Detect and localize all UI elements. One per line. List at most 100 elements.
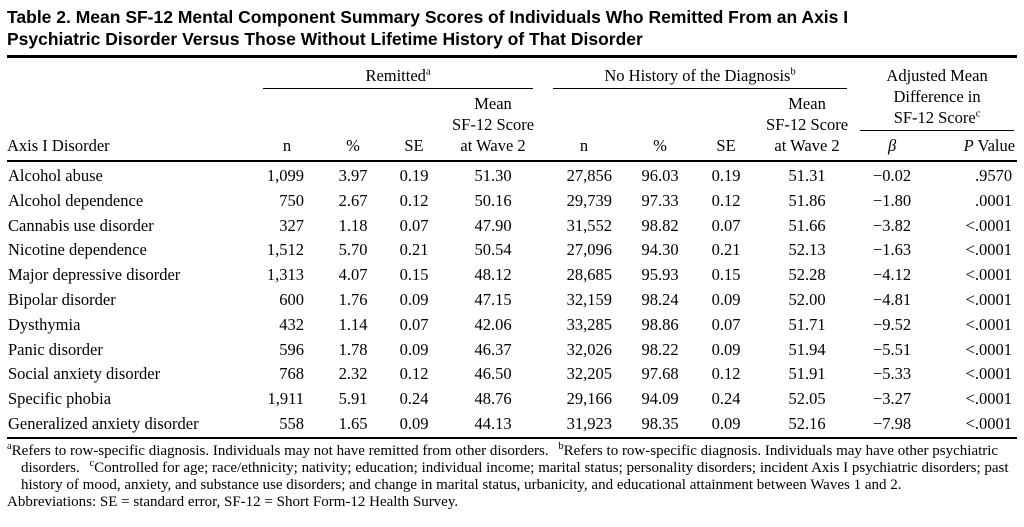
table-row: Alcohol dependence 750 2.67 0.12 50.16 29,739… [7, 189, 1017, 214]
table-row: Alcohol abuse 1,099 3.97 0.19 51.30 27,856 96.… [7, 161, 1017, 189]
cell-r_pct: 2.32 [338, 364, 368, 384]
cell-r_mean: 44.13 [474, 413, 512, 433]
cell-nh_pct: 95.93 [641, 265, 679, 285]
cell-nh_n: 32,026 [566, 339, 613, 359]
cell-nh_se: 0.15 [711, 265, 741, 285]
table-row: Cannabis use disorder 327 1.18 0.07 47.90 31,… [7, 214, 1017, 239]
disorder-name: Specific phobia [8, 389, 112, 409]
cell-r_n: 1,512 [266, 240, 304, 260]
cell-nh_n: 33,285 [566, 314, 613, 334]
column-group-remitted: Remitteda [253, 58, 543, 93]
cell-nh_mean: 51.66 [788, 215, 826, 235]
cell-beta: −3.82 [872, 215, 912, 235]
table-row: Dysthymia 432 1.14 0.07 42.06 33,285 98.86 0.07… [7, 313, 1017, 338]
cell-beta: −1.63 [872, 240, 912, 260]
table-row: Major depressive disorder 1,313 4.07 0.15 48… [7, 263, 1017, 288]
column-group-no-history: No History of the Diagnosisb [543, 58, 857, 93]
cell-r_se: 0.21 [399, 240, 429, 260]
cell-nh_n: 31,923 [566, 413, 613, 433]
cell-r_pct: 5.91 [338, 389, 368, 409]
column-header-pct-no-history: % [653, 136, 667, 155]
cell-nh_pct: 98.82 [641, 215, 679, 235]
cell-nh_se: 0.07 [711, 314, 741, 334]
disorder-name: Generalized anxiety disorder [8, 413, 199, 433]
table-row: Bipolar disorder 600 1.76 0.09 47.15 32,159 98… [7, 288, 1017, 313]
cell-p: <.0001 [965, 339, 1013, 359]
footnote-ref-a: a [425, 66, 431, 78]
cell-p: <.0001 [965, 389, 1013, 409]
cell-nh_pct: 97.68 [641, 364, 679, 384]
disorder-name: Alcohol dependence [8, 190, 144, 210]
no-history-label: No History of the Diagnosis [604, 66, 791, 85]
footnote-b-marker: b [558, 440, 564, 452]
cell-beta: −9.52 [872, 314, 912, 334]
cell-beta: −5.51 [872, 339, 912, 359]
cell-nh_se: 0.09 [711, 289, 741, 309]
cell-beta: −4.12 [872, 265, 912, 285]
disorder-name: Dysthymia [8, 314, 81, 334]
cell-r_n: 1,099 [266, 166, 304, 185]
cell-r_mean: 48.12 [474, 265, 512, 285]
cell-nh_mean: 51.86 [788, 190, 826, 210]
cell-r_n: 1,911 [267, 389, 304, 409]
cell-nh_n: 27,856 [566, 166, 613, 185]
remitted-label: Remitted [365, 66, 426, 85]
cell-nh_n: 29,739 [566, 190, 613, 210]
cell-nh_pct: 98.24 [641, 289, 679, 309]
cell-nh_se: 0.21 [711, 240, 741, 260]
column-header-n-remitted: n [282, 136, 292, 155]
cell-nh_mean: 51.31 [788, 166, 826, 185]
cell-nh_n: 32,159 [566, 289, 613, 309]
cell-nh_mean: 52.00 [788, 289, 826, 309]
cell-nh_pct: 98.35 [641, 413, 679, 433]
cell-r_se: 0.09 [399, 289, 429, 309]
table-body: Alcohol abuse 1,099 3.97 0.19 51.30 27,856 96.… [7, 161, 1017, 438]
mean-header-line2: SF-12 Score [766, 115, 849, 134]
cell-r_pct: 3.97 [338, 166, 368, 185]
column-header-p-value: P Value [927, 135, 1017, 161]
cell-nh_pct: 98.22 [641, 339, 679, 359]
column-header-beta: β [887, 136, 897, 155]
disorder-name: Alcohol abuse [8, 166, 103, 185]
footnote-c-text: Controlled for age; race/ethnicity; nati… [21, 459, 1009, 493]
cell-r_mean: 42.06 [474, 314, 512, 334]
cell-nh_mean: 51.91 [788, 364, 826, 384]
sf12-scores-table: Axis I Disorder Remitteda No History of … [7, 58, 1018, 439]
cell-beta: −3.27 [872, 389, 912, 409]
cell-nh_n: 27,096 [566, 240, 613, 260]
footnote-a-marker: a [7, 440, 12, 452]
cell-r_n: 558 [279, 413, 304, 433]
cell-nh_se: 0.09 [711, 339, 741, 359]
cell-r_n: 1,313 [266, 265, 304, 285]
cell-r_mean: 47.90 [474, 215, 512, 235]
cell-nh_se: 0.12 [711, 190, 741, 210]
cell-r_pct: 1.76 [338, 289, 368, 309]
column-group-adjusted-mean-difference: Adjusted Mean Difference in SF-12 Scorec [857, 58, 1017, 135]
cell-beta: −0.02 [872, 166, 912, 185]
cell-nh_mean: 51.94 [788, 339, 826, 359]
mean-header-line2: SF-12 Score [452, 115, 535, 134]
cell-r_se: 0.07 [399, 314, 429, 334]
disorder-name: Nicotine dependence [8, 240, 147, 260]
table-header: Axis I Disorder Remitteda No History of … [7, 58, 1018, 161]
cell-r_se: 0.09 [399, 413, 429, 433]
cell-nh_pct: 94.09 [641, 389, 679, 409]
cell-nh_mean: 51.71 [788, 314, 826, 334]
adjusted-label-line2: Difference in [893, 87, 981, 106]
cell-p: <.0001 [965, 413, 1013, 433]
cell-nh_pct: 94.30 [641, 240, 679, 260]
cell-beta: −5.33 [872, 364, 912, 384]
adjusted-label-line3: SF-12 Score [893, 108, 976, 127]
disorder-name: Major depressive disorder [8, 265, 181, 285]
column-header-n-no-history: n [579, 136, 589, 155]
cell-r_mean: 46.50 [474, 364, 512, 384]
table-title-line2: Psychiatric Disorder Versus Those Withou… [7, 29, 643, 49]
cell-nh_n: 29,166 [566, 389, 613, 409]
abbreviations-note: Abbreviations: SE = standard error, SF-1… [7, 493, 459, 510]
cell-nh_pct: 96.03 [641, 166, 679, 185]
cell-nh_se: 0.09 [711, 413, 741, 433]
cell-r_pct: 1.65 [338, 413, 368, 433]
adjusted-group-heading: Adjusted Mean Difference in SF-12 Scorec [860, 65, 1015, 131]
cell-r_se: 0.07 [399, 215, 429, 235]
column-header-pct-remitted: % [346, 136, 360, 155]
